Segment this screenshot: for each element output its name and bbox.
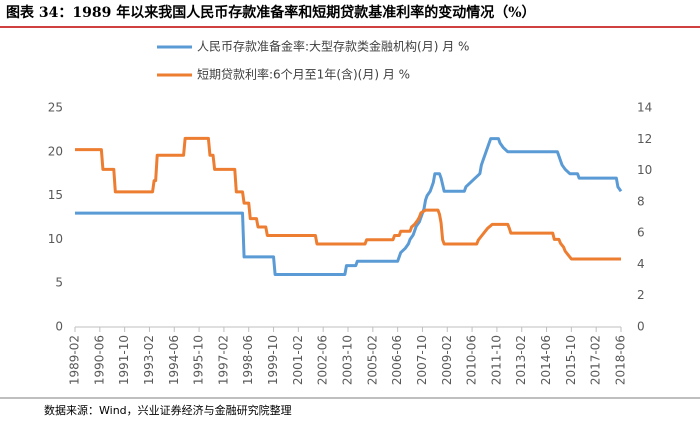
source-note: 数据来源：Wind，兴业证券经济与金融研究院整理	[44, 403, 292, 417]
x-tick-label: 2005-02	[365, 335, 379, 385]
y2-tick-label: 2	[637, 288, 645, 302]
y-tick-label: 5	[55, 276, 63, 290]
y-tick-label: 15	[48, 188, 63, 202]
x-tick-label: 1990-06	[92, 335, 106, 385]
y2-tick-label: 0	[637, 320, 645, 334]
y2-tick-label: 6	[637, 226, 645, 240]
y2-tick-label: 10	[637, 163, 652, 177]
x-tick-label: 1993-02	[142, 335, 156, 385]
x-tick-label: 2003-10	[341, 335, 355, 385]
x-tick-label: 2011-10	[489, 335, 503, 385]
x-tick-label: 1991-10	[117, 335, 131, 385]
x-tick-label: 1989-02	[68, 335, 82, 385]
y-tick-label: 20	[48, 144, 63, 158]
x-tick-label: 2006-06	[390, 335, 404, 385]
x-tick-label: 2013-02	[514, 335, 528, 385]
y2-tick-label: 8	[637, 194, 645, 208]
x-tick-label: 2001-02	[291, 335, 305, 385]
y-tick-label: 25	[48, 101, 63, 115]
x-tick-label: 2018-06	[614, 335, 628, 385]
x-tick-label: 2015-10	[564, 335, 578, 385]
series-line	[75, 136, 621, 261]
legend-label: 短期贷款利率:6个月至1年(含)(月) 月 %	[197, 67, 410, 82]
x-tick-label: 2017-02	[589, 335, 603, 385]
y2-tick-label: 4	[637, 257, 645, 271]
x-tick-label: 2009-02	[440, 335, 454, 385]
x-tick-label: 1998-06	[241, 335, 255, 385]
x-tick-label: 2014-06	[539, 335, 553, 385]
y-tick-label: 0	[55, 320, 63, 334]
y2-tick-label: 14	[637, 101, 652, 115]
y2-tick-label: 12	[637, 132, 652, 146]
x-tick-label: 2010-06	[465, 335, 479, 385]
y-tick-label: 10	[48, 232, 63, 246]
x-tick-label: 1995-10	[192, 335, 206, 385]
x-tick-label: 1994-06	[167, 335, 181, 385]
series-line	[75, 137, 623, 276]
legend-label: 人民币存款准备金率:大型存款类金融机构(月) 月 %	[197, 39, 469, 54]
chart-title: 图表 34：1989 年以来我国人民币存款准备率和短期贷款基准利率的变动情况（%…	[6, 4, 536, 21]
x-tick-label: 2002-06	[316, 335, 330, 385]
x-tick-label: 1999-10	[266, 335, 280, 385]
x-tick-label: 2007-10	[415, 335, 429, 385]
x-tick-label: 1997-02	[216, 335, 230, 385]
